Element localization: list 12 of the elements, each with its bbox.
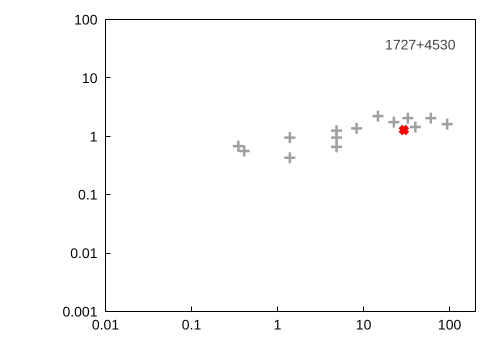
y-tick-label: 0.1 xyxy=(78,186,98,203)
y-tick-label: 100 xyxy=(74,12,98,28)
annotation: 1727+4530 xyxy=(385,36,456,52)
y-tick-label: 0.001 xyxy=(62,304,98,320)
x-tick-label: 0.01 xyxy=(92,316,120,332)
y-tick-label: 0.01 xyxy=(70,245,98,262)
y-tick-label: 10 xyxy=(82,70,98,86)
x-tick-label: 100 xyxy=(438,316,462,332)
y-tick-label: 1 xyxy=(90,128,98,144)
x-tick-label: 1 xyxy=(274,316,282,332)
x-tick-label: 0.1 xyxy=(182,316,202,332)
x-tick-label: 10 xyxy=(356,316,372,332)
